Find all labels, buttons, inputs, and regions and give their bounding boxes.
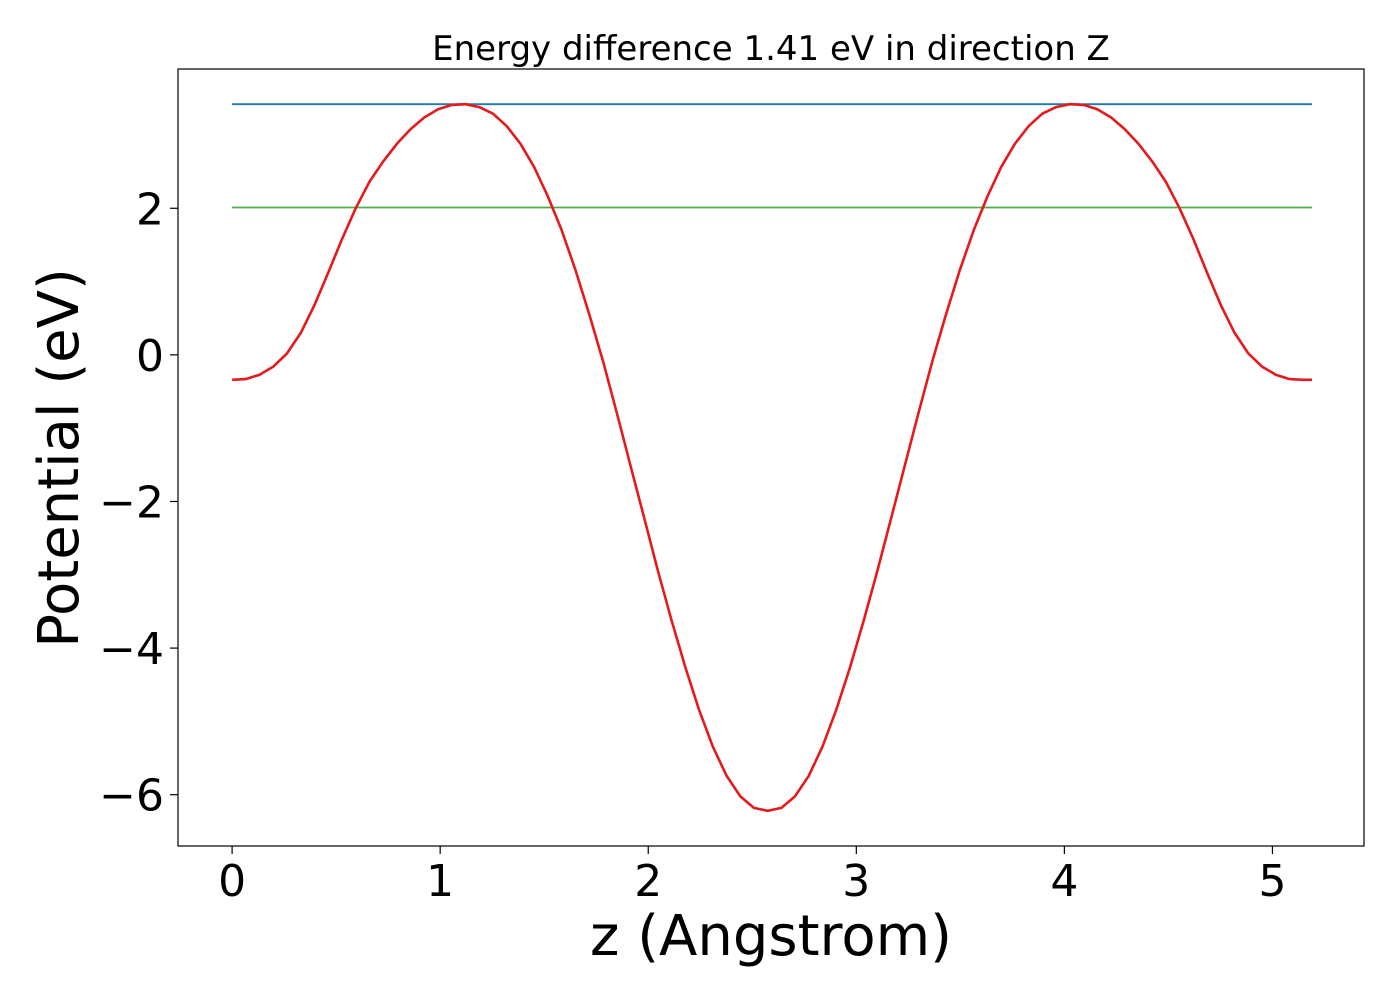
x-tick-label: 3: [842, 856, 870, 907]
chart-title: Energy difference 1.41 eV in direction Z: [432, 29, 1110, 69]
x-tick-label: 4: [1050, 856, 1078, 907]
x-tick-label: 5: [1258, 856, 1286, 907]
potential-curve: [232, 102, 1312, 813]
x-tick-label: 2: [634, 856, 662, 907]
y-tick-label: 2: [136, 184, 164, 235]
x-axis-label: z (Angstrom): [590, 904, 952, 969]
y-axis: 2 0 −2 −4 −6: [99, 184, 178, 822]
y-tick-label: −6: [99, 771, 164, 822]
x-axis: 0 1 2 3 4 5: [218, 846, 1286, 907]
x-tick-label: 0: [218, 856, 246, 907]
x-tick-label: 1: [426, 856, 454, 907]
y-tick-label: 0: [136, 331, 164, 382]
y-axis-label: Potential (eV): [27, 268, 92, 648]
axes-frame: [177, 68, 1365, 847]
plot-area: [232, 102, 1312, 813]
y-tick-label: −2: [99, 477, 164, 528]
y-tick-label: −4: [99, 624, 164, 675]
